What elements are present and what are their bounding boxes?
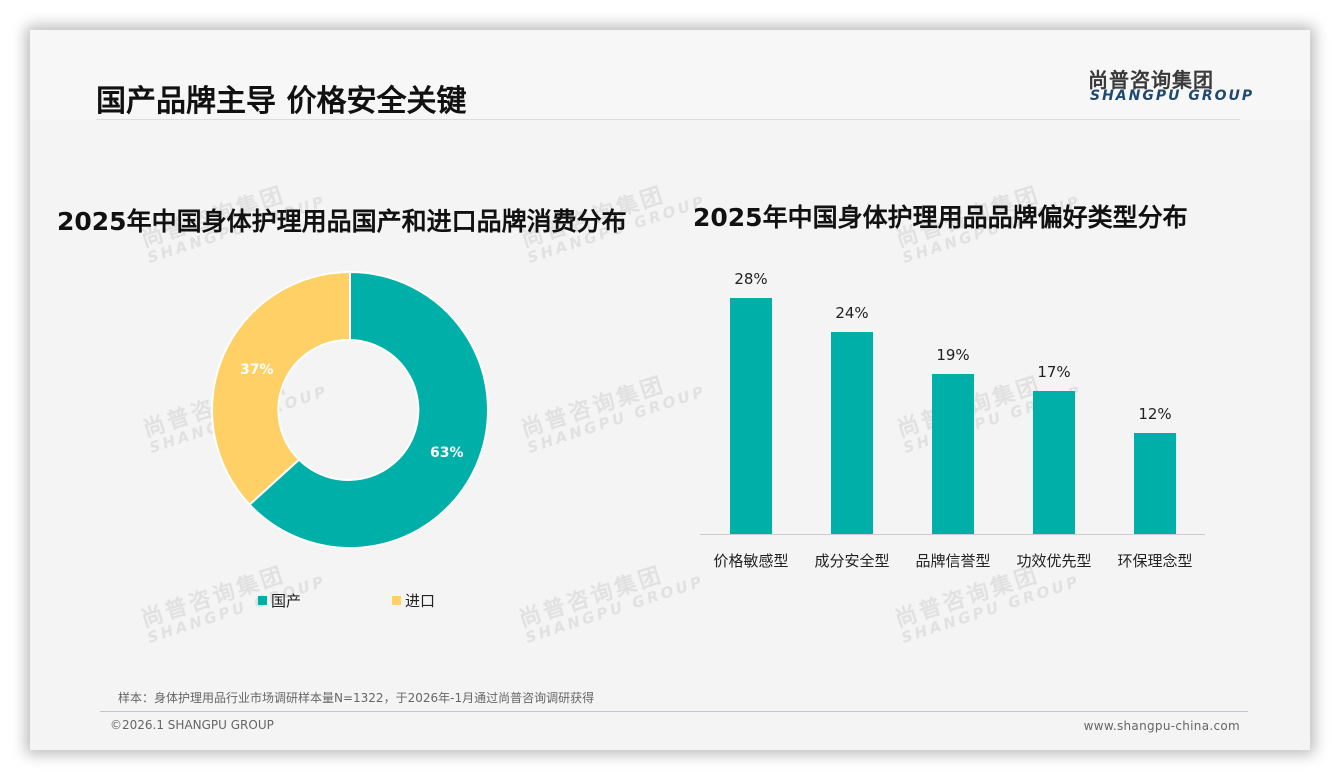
bar-category-label: 品牌信誉型: [915, 552, 991, 570]
bar-value: 28%: [734, 270, 768, 288]
bar-eco-conscious: [1134, 433, 1176, 534]
bar-efficacy-first: [1033, 391, 1075, 534]
bar-category-label: 价格敏感型: [713, 552, 789, 570]
page-title: 国产品牌主导 价格安全关键: [96, 84, 467, 119]
bar-chart-title: 2025年中国身体护理用品品牌偏好类型分布: [693, 203, 1188, 232]
bar-value: 12%: [1138, 405, 1172, 423]
copyright: ©2026.1 SHANGPU GROUP: [110, 718, 274, 732]
logo-english: SHANGPU GROUP: [1090, 88, 1255, 104]
slide: 尚普咨询集团 SHANGPU GROUP 尚普咨询集团 SHANGPU GROUP …: [30, 30, 1310, 750]
bar-price-sensitive: [730, 298, 772, 534]
legend-swatch-domestic: [258, 596, 267, 605]
donut-slice-domestic: [248, 270, 489, 549]
logo-chinese: 尚普咨询集团: [1088, 68, 1214, 92]
bar-brand-reputation: [932, 374, 974, 534]
legend-label: 进口: [405, 592, 436, 610]
donut-chart-title: 2025年中国身体护理用品国产和进口品牌消费分布: [57, 207, 627, 236]
legend-item-imported: 进口: [392, 590, 435, 611]
title-divider: [96, 119, 1240, 120]
legend-label: 国产: [271, 592, 302, 610]
bar-category-label: 成分安全型: [814, 552, 890, 570]
footer-divider: [100, 711, 1248, 712]
bar-chart: 28% 价格敏感型 24% 成分安全型 19% 品牌信誉型 17% 功效优先型 …: [700, 260, 1210, 580]
header-band: [30, 30, 1310, 120]
sample-note: 样本：身体护理用品行业市场调研样本量N=1322，于2026年-1月通过尚普咨询…: [118, 691, 595, 705]
bar-value: 17%: [1037, 363, 1071, 381]
x-axis-line: [700, 534, 1205, 535]
bar-value: 19%: [936, 346, 970, 364]
donut-label-imported: 37%: [240, 362, 274, 378]
bar-category-label: 环保理念型: [1117, 552, 1193, 570]
donut-slice-imported: [211, 270, 351, 507]
legend-item-domestic: 国产: [258, 590, 301, 611]
donut-svg: [211, 270, 489, 549]
bar-value: 24%: [835, 304, 869, 322]
bar-ingredient-safety: [831, 332, 873, 534]
legend-swatch-imported: [392, 596, 401, 605]
bar-category-label: 功效优先型: [1016, 552, 1092, 570]
donut-chart: 63% 37%: [210, 270, 490, 550]
website-link[interactable]: www.shangpu-china.com: [1083, 719, 1240, 733]
donut-label-domestic: 63%: [430, 445, 464, 461]
